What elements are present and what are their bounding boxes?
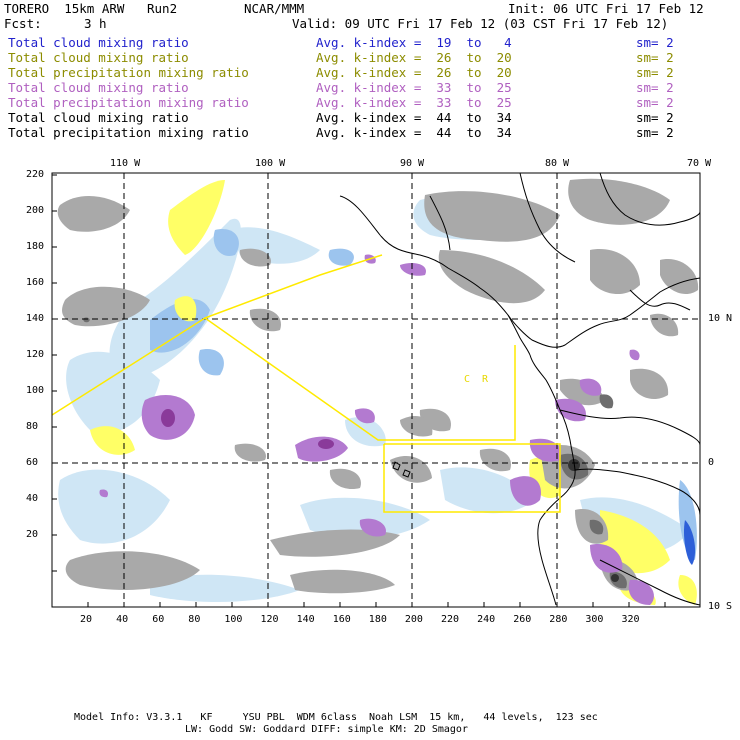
x-tick-label: 160	[332, 614, 351, 625]
legend-sm: sm= 2	[636, 80, 674, 95]
y-tick-label: 20	[26, 529, 39, 540]
graticule	[52, 173, 700, 607]
y-tick-label: 100	[26, 385, 45, 396]
tick-marks	[52, 174, 666, 607]
legend-kindex: Avg. k-index = 26 to 20	[316, 65, 512, 80]
y-tick-label: 60	[26, 457, 39, 468]
x-tick-label: 40	[116, 614, 129, 625]
x-tick-label: 60	[152, 614, 165, 625]
x-tick-label: 180	[368, 614, 387, 625]
map-plot-area	[52, 173, 700, 607]
x-tick-label: 120	[260, 614, 279, 625]
x-tick-label: 320	[621, 614, 640, 625]
model-title: TORERO 15km ARW Run2	[4, 1, 178, 16]
x-tick-label: 280	[549, 614, 568, 625]
y-tick-label: 200	[26, 205, 45, 216]
legend-field: Total cloud mixing ratio	[8, 80, 189, 95]
lon-label: 70 W	[687, 158, 712, 169]
y-tick-label: 80	[26, 421, 39, 432]
country-label: C R	[464, 374, 489, 385]
lon-label: 110 W	[110, 158, 141, 169]
legend-kindex: Avg. k-index = 44 to 34	[316, 125, 512, 140]
x-tick-label: 240	[477, 614, 496, 625]
y-tick-label: 140	[26, 313, 45, 324]
x-tick-label: 100	[224, 614, 243, 625]
x-tick-label: 200	[404, 614, 423, 625]
x-tick-label: 20	[80, 614, 93, 625]
y-tick-label: 160	[26, 277, 45, 288]
lat-label: 10 N	[708, 313, 733, 324]
forecast-hours: 3 h	[84, 16, 107, 31]
legend-sm: sm= 2	[636, 35, 674, 50]
legend-kindex: Avg. k-index = 33 to 25	[316, 80, 512, 95]
x-tick-label: 260	[513, 614, 532, 625]
lon-label: 90 W	[400, 158, 425, 169]
legend-field: Total precipitation mixing ratio	[8, 125, 249, 140]
flight-tracks	[52, 254, 561, 513]
legend-field: Total precipitation mixing ratio	[8, 65, 249, 80]
legend-field: Total cloud mixing ratio	[8, 110, 189, 125]
physics-info: LW: Godd SW: Goddard DIFF: simple KM: 2D…	[185, 724, 468, 735]
lat-label: 0	[708, 457, 715, 468]
y-tick-label: 120	[26, 349, 45, 360]
legend-sm: sm= 2	[636, 125, 674, 140]
x-tick-label: 140	[296, 614, 315, 625]
dark-purple-cloud-core	[161, 409, 334, 449]
legend-kindex: Avg. k-index = 44 to 34	[316, 110, 512, 125]
x-tick-label: 300	[585, 614, 604, 625]
legend-sm: sm= 2	[636, 95, 674, 110]
organization: NCAR/MMM	[244, 1, 305, 16]
legend-kindex: Avg. k-index = 26 to 20	[316, 50, 512, 65]
legend-field: Total cloud mixing ratio	[8, 50, 189, 65]
lon-label: 80 W	[545, 158, 570, 169]
valid-time: Valid: 09 UTC Fri 17 Feb 12 (03 CST Fri …	[292, 16, 669, 31]
legend-kindex: Avg. k-index = 33 to 25	[316, 95, 512, 110]
forecast-label: Fcst:	[4, 16, 42, 31]
x-tick-label: 80	[188, 614, 201, 625]
lon-label: 100 W	[255, 158, 286, 169]
legend-sm: sm= 2	[636, 50, 674, 65]
init-time: Init: 06 UTC Fri 17 Feb 12	[508, 1, 704, 16]
y-tick-label: 180	[26, 241, 45, 252]
y-tick-label: 220	[26, 169, 45, 180]
legend-sm: sm= 2	[636, 110, 674, 125]
y-tick-label: 40	[26, 493, 39, 504]
coastlines	[339, 173, 700, 606]
lat-label: 10 S	[708, 601, 733, 612]
legend-field: Total precipitation mixing ratio	[8, 95, 249, 110]
x-tick-label: 220	[441, 614, 460, 625]
model-info: Model Info: V3.3.1 KF YSU PBL WDM 6class…	[74, 712, 598, 723]
deep-blue-cloud-core	[683, 520, 696, 565]
legend-kindex: Avg. k-index = 19 to 4	[316, 35, 512, 50]
legend-sm: sm= 2	[636, 65, 674, 80]
legend-field: Total cloud mixing ratio	[8, 35, 189, 50]
